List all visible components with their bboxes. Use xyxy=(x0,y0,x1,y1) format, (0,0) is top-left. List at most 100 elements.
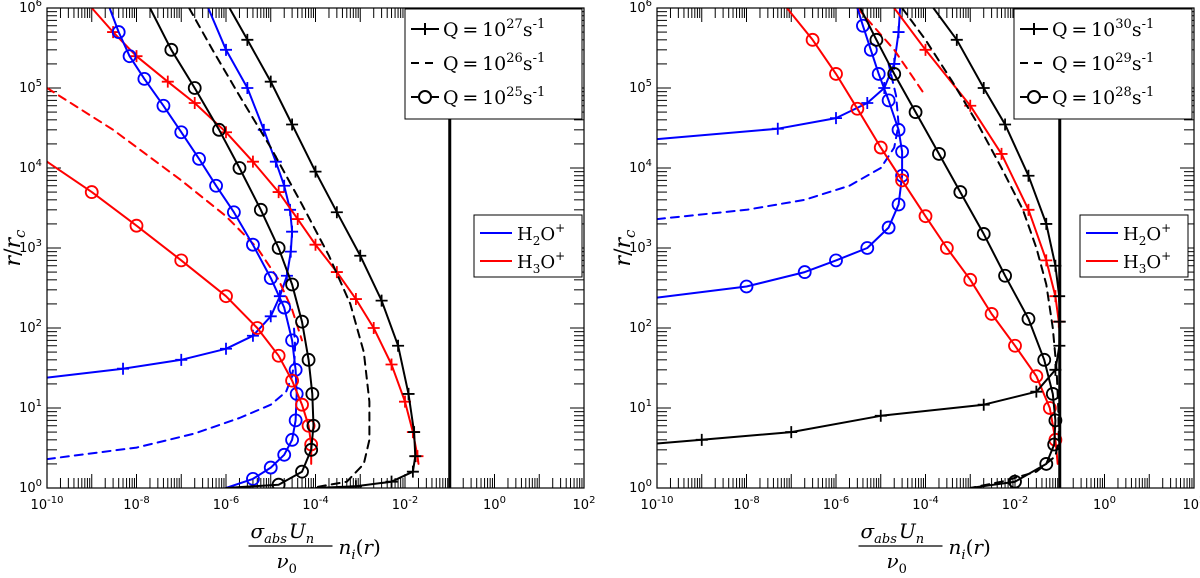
legend-q-label: Q = 1028s-1 xyxy=(1052,85,1154,109)
x-label-numerator: σabs Un xyxy=(861,519,925,547)
data-point xyxy=(220,342,232,355)
data-point xyxy=(84,185,99,199)
legend-species: H2O+H3O+ xyxy=(1079,214,1189,278)
data-point xyxy=(246,471,260,486)
data-point xyxy=(277,447,292,462)
x-tick-label: 10-4 xyxy=(302,495,329,513)
data-point xyxy=(861,96,874,109)
data-point xyxy=(220,126,232,139)
data-point xyxy=(1008,338,1022,353)
y-tick-label: 101 xyxy=(19,398,42,416)
data-point xyxy=(963,272,978,287)
data-point xyxy=(887,67,902,81)
data-point xyxy=(1029,369,1044,384)
data-point xyxy=(278,179,291,192)
data-point xyxy=(330,206,343,219)
data-point xyxy=(932,147,946,161)
data-point xyxy=(253,202,268,217)
data-point xyxy=(295,397,309,412)
data-point xyxy=(402,387,415,400)
data-point xyxy=(291,213,304,226)
series-line-H2O+-1e28 xyxy=(657,8,904,299)
y-tick-label: 106 xyxy=(19,0,42,16)
data-point xyxy=(285,373,300,388)
series-line-black-1e28 xyxy=(859,8,1057,488)
data-point xyxy=(830,112,842,125)
data-point xyxy=(891,197,906,212)
data-point xyxy=(117,362,130,375)
data-point xyxy=(272,186,285,199)
legend-species-label: H3O+ xyxy=(1123,249,1171,276)
data-point xyxy=(385,475,398,488)
x-tick-label: 100 xyxy=(1093,495,1116,513)
data-point xyxy=(250,321,265,335)
y-tick-label: 100 xyxy=(629,478,652,496)
data-point xyxy=(950,33,963,46)
legend-q-marker xyxy=(419,23,431,35)
legend-q: Q = 1027s-1 Q = 1026s-1 Q = 1025s-1 xyxy=(404,8,583,120)
data-point xyxy=(998,268,1012,283)
series-line-black-1e26 xyxy=(188,8,371,488)
x-tick-label: 10-6 xyxy=(213,495,240,513)
data-point xyxy=(263,460,278,475)
legend-q-marker xyxy=(418,90,432,104)
data-point xyxy=(871,67,886,81)
legend-q-label: Q = 1025s-1 xyxy=(443,85,545,109)
legend-species-label: H2O+ xyxy=(1123,221,1171,248)
data-point xyxy=(226,205,241,220)
y-tick-label: 104 xyxy=(19,158,42,176)
data-point xyxy=(1039,457,1054,471)
y-tick-label: 106 xyxy=(629,0,652,16)
data-point xyxy=(288,413,303,428)
data-point xyxy=(1037,352,1052,367)
panel-1: 10-10 10-8 10-6 10-4 10-2 100 102 100 101 102 103 1… xyxy=(1,0,596,577)
axes-frame xyxy=(46,7,585,489)
data-point xyxy=(286,118,299,131)
data-point xyxy=(695,433,708,446)
legend-species-label: H3O+ xyxy=(517,249,565,276)
data-point xyxy=(406,465,419,478)
x-label-denominator: ν0 xyxy=(277,549,297,574)
data-point xyxy=(919,43,932,56)
data-point xyxy=(908,105,923,119)
x-label-density: ni(r) xyxy=(949,535,991,563)
x-tick-label: 102 xyxy=(1183,495,1200,513)
data-point xyxy=(263,271,278,286)
data-point xyxy=(246,237,260,252)
legend-q-label: Q = 1030s-1 xyxy=(1052,17,1154,41)
x-tick-label: 10-8 xyxy=(123,495,150,513)
x-label-denominator: ν0 xyxy=(887,549,907,574)
data-point xyxy=(1021,311,1036,326)
x-tick-label: 100 xyxy=(483,495,506,513)
data-point xyxy=(246,155,259,168)
legend-q-box xyxy=(1013,8,1193,120)
x-tick-label: 10-2 xyxy=(1002,495,1029,513)
data-point xyxy=(284,245,297,258)
data-point xyxy=(895,173,910,188)
data-point xyxy=(188,96,201,109)
data-point xyxy=(192,151,206,166)
data-point xyxy=(785,426,798,439)
data-point xyxy=(1040,217,1053,230)
data-point xyxy=(984,307,999,321)
legend-q: Q = 1030s-1 Q = 1029s-1 Q = 1028s-1 xyxy=(1013,8,1193,120)
data-point xyxy=(354,249,367,262)
x-tick-label: 10-10 xyxy=(31,495,64,513)
data-point xyxy=(241,33,254,46)
legend-q-marker xyxy=(1027,90,1041,104)
data-point xyxy=(264,310,277,323)
x-tick-label: 10-8 xyxy=(733,495,760,513)
legend-q-label: Q = 1026s-1 xyxy=(443,51,545,75)
x-tick-label: 102 xyxy=(573,495,596,513)
data-point xyxy=(122,49,137,64)
series-line-H2O+-1e29 xyxy=(657,62,900,221)
y-tick-label: 102 xyxy=(19,318,42,336)
data-point xyxy=(219,289,233,304)
data-point xyxy=(295,314,309,329)
data-point xyxy=(129,218,144,233)
data-point xyxy=(285,333,300,348)
y-tick-label: 105 xyxy=(629,78,652,96)
data-point xyxy=(797,265,812,279)
series-line-black-1e27 xyxy=(228,8,417,488)
